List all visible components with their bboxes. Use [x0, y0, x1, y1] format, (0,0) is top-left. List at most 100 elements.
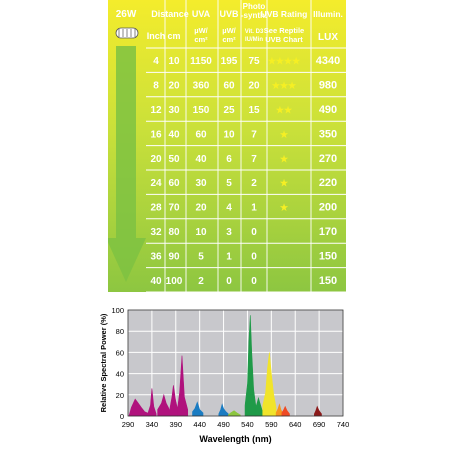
cell-lux: 170: [319, 226, 337, 238]
cell-cm: 60: [168, 178, 180, 189]
cell-lux: 270: [319, 153, 337, 165]
table-row: 32 80 10 3 0 170: [146, 226, 346, 244]
y-axis-label: Relative Spectral Power (%): [99, 313, 108, 412]
cell-photosynth: 0: [251, 251, 257, 262]
x-tick-label: 290: [122, 420, 135, 429]
header-cm: cm: [167, 31, 180, 41]
cell-uvb: 60: [223, 81, 235, 92]
header-uva-unit: µW/cm²: [194, 26, 208, 44]
table-row: 20 50 40 6 7 ★ 270: [146, 153, 346, 171]
spectral-power-chart: 290 340 390 440 490 540 590 640 690 740 0 20 40 60 80 1…: [99, 306, 350, 444]
header-inch: Inch: [147, 31, 166, 41]
cell-inch: 8: [153, 81, 159, 92]
cell-cm: 40: [168, 129, 180, 140]
cell-uva: 10: [195, 227, 207, 238]
x-tick-label: 340: [146, 420, 159, 429]
y-tick-label: 80: [116, 327, 124, 336]
cell-photosynth: 7: [251, 129, 257, 140]
cell-uvb-rating: ★: [280, 154, 289, 164]
cell-cm: 80: [168, 227, 180, 238]
cell-photosynth: 2: [251, 178, 257, 189]
spectral-peak: [177, 355, 189, 417]
cell-inch: 28: [150, 203, 162, 214]
x-tick-label: 490: [217, 420, 230, 429]
cell-uvb: 1: [226, 251, 232, 262]
cell-uva: 40: [195, 154, 207, 165]
cell-uvb-rating: ★★★★: [268, 56, 301, 66]
cell-uva: 5: [198, 251, 204, 262]
cell-cm: 20: [168, 81, 180, 92]
cell-uvb-rating: ★★★: [272, 81, 297, 91]
bulb-icon: [115, 27, 139, 39]
spectral-peak: [254, 396, 263, 417]
cell-cm: 30: [168, 105, 180, 116]
cell-uva: 150: [193, 105, 210, 116]
x-tick-label: 640: [289, 420, 302, 429]
x-tick-label: 590: [265, 420, 278, 429]
x-tick-label: 690: [313, 420, 326, 429]
cell-cm: 70: [168, 203, 180, 214]
cell-lux: 150: [319, 250, 337, 262]
table-row: 24 60 30 5 2 ★ 220: [146, 177, 346, 195]
table-row: 16 40 60 10 7 ★ 350: [146, 128, 346, 147]
cell-uvb: 10: [223, 129, 235, 140]
cell-photosynth: 7: [251, 154, 257, 165]
header-photosynth: Photo -synth.: [241, 2, 267, 20]
plot-background: [128, 310, 343, 416]
cell-inch: 12: [150, 105, 162, 116]
cell-inch: 24: [150, 178, 162, 189]
cell-uvb: 0: [226, 276, 232, 287]
header-rating-sub: See Reptile UVB Chart: [264, 26, 304, 44]
cell-uva: 1150: [190, 56, 212, 67]
cell-cm: 90: [168, 251, 180, 262]
table-row: 8 20 360 60 20 ★★★ 980: [146, 80, 346, 98]
cell-uvb-rating: ★: [280, 178, 289, 188]
cell-uva: 60: [195, 129, 207, 140]
cell-photosynth: 1: [251, 203, 257, 214]
cell-photosynth: 0: [251, 227, 257, 238]
header-uvb: UVB: [219, 9, 239, 19]
cell-uvb: 25: [223, 105, 235, 116]
header-lux: LUX: [318, 32, 338, 43]
cell-uvb: 4: [226, 203, 232, 214]
table-row: 36 90 5 1 0 150: [146, 250, 346, 269]
cell-inch: 36: [150, 251, 162, 262]
cell-cm: 10: [168, 56, 180, 67]
cell-inch: 4: [153, 56, 159, 67]
table-row: 4 10 1150 195 75 ★★★★ 4340: [146, 55, 346, 73]
cell-photosynth: 20: [248, 81, 260, 92]
cell-lux: 350: [319, 128, 337, 140]
x-tick-label: 740: [337, 420, 350, 429]
plot-frame: [127, 309, 344, 417]
cell-inch: 40: [150, 276, 162, 287]
cell-uvb: 5: [226, 178, 232, 189]
table-row: 12 30 150 25 15 ★★ 490: [146, 104, 346, 122]
y-tick-label: 20: [116, 391, 124, 400]
x-tick-label: 440: [193, 420, 206, 429]
cell-cm: 50: [168, 154, 180, 165]
table-panel: 26W Distance UVA UVB Photo -synth. UVB Rating I…: [108, 0, 346, 292]
cell-inch: 20: [150, 154, 162, 165]
cell-lux: 490: [319, 104, 337, 116]
header-watt: 26W: [116, 9, 137, 20]
header-distance: Distance: [151, 9, 189, 19]
cell-lux: 980: [319, 80, 337, 92]
cell-uvb: 6: [226, 154, 232, 165]
table-row: 40 100 2 0 0 150: [146, 275, 346, 292]
cell-uvb-rating: ★: [280, 203, 289, 213]
cell-uvb-rating: ★★: [276, 105, 293, 115]
header-uva: UVA: [192, 9, 211, 19]
spectral-peak: [262, 352, 277, 417]
y-tick-label: 100: [111, 306, 124, 315]
distance-arrow: [108, 46, 146, 282]
cell-lux: 200: [319, 202, 337, 214]
x-tick-label: 540: [241, 420, 254, 429]
x-axis-label: Wavelength (nm): [199, 434, 271, 444]
cell-lux: 4340: [316, 55, 340, 67]
x-tick-label: 390: [170, 420, 183, 429]
header-uvb-rating: UVB Rating: [261, 9, 308, 19]
header-photo-unit: Vit. D3 IU/Min: [245, 29, 264, 43]
cell-uva: 20: [195, 203, 207, 214]
y-tick-label: 40: [116, 370, 124, 379]
